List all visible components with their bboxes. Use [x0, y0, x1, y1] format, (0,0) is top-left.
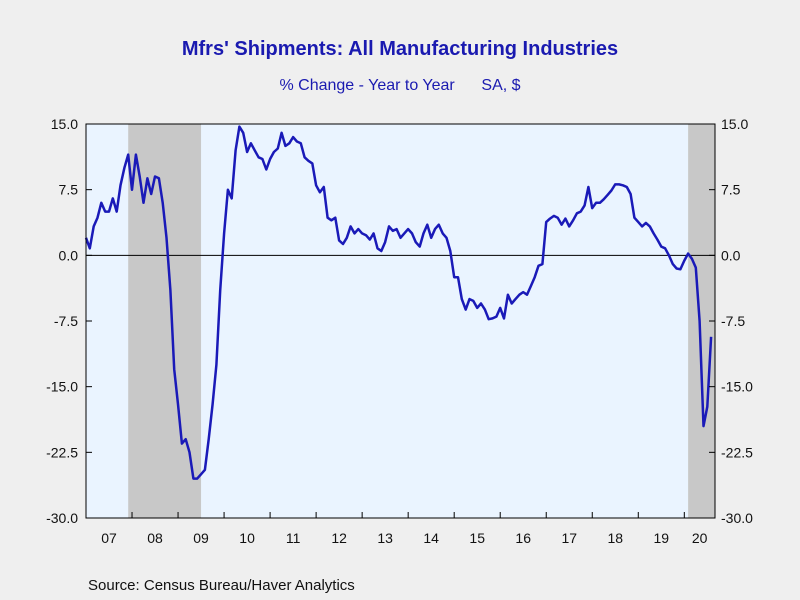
- y-right-tick-label: -15.0: [721, 379, 753, 395]
- y-axis-left: 15.0 7.5 0.0 -7.5 -15.0 -22.5 -30.0: [46, 116, 92, 526]
- subtitle-unit: SA, $: [481, 77, 521, 94]
- y-right-tick-label: 15.0: [721, 116, 748, 132]
- x-tick-label: 15: [469, 530, 485, 546]
- x-tick-label: 19: [654, 530, 670, 546]
- y-left-tick-label: 0.0: [59, 247, 79, 263]
- y-right-tick-label: -30.0: [721, 510, 753, 526]
- y-right-tick-label: -7.5: [721, 313, 745, 329]
- x-tick-label: 10: [239, 530, 255, 546]
- x-tick-label: 18: [607, 530, 623, 546]
- x-tick-label: 08: [147, 530, 163, 546]
- x-tick-label: 12: [331, 530, 347, 546]
- y-left-tick-label: -30.0: [46, 510, 78, 526]
- x-tick-label: 13: [377, 530, 393, 546]
- y-left-tick-label: 7.5: [59, 182, 79, 198]
- subtitle-measure: % Change - Year to Year: [279, 77, 455, 94]
- x-tick-label: 16: [515, 530, 531, 546]
- x-tick-label: 11: [286, 530, 301, 546]
- y-right-tick-label: 7.5: [721, 182, 741, 198]
- y-right-tick-label: -22.5: [721, 444, 753, 460]
- x-tick-label: 20: [692, 530, 708, 546]
- y-axis-right: 15.0 7.5 0.0 -7.5 -15.0 -22.5 -30.0: [709, 116, 753, 526]
- chart-title: Mfrs' Shipments: All Manufacturing Indus…: [181, 38, 619, 60]
- y-left-tick-label: 15.0: [51, 116, 78, 132]
- series-line-shipments: [84, 125, 713, 480]
- x-tick-label: 14: [423, 530, 439, 546]
- y-right-tick-label: 0.0: [721, 247, 741, 263]
- y-left-tick-label: -22.5: [46, 444, 78, 460]
- y-left-tick-label: -7.5: [54, 313, 78, 329]
- y-left-tick-label: -15.0: [46, 379, 78, 395]
- x-tick-label: 07: [101, 530, 117, 546]
- x-tick-label: 09: [193, 530, 209, 546]
- x-tick-label: 17: [561, 530, 577, 546]
- source-note: Source: Census Bureau/Haver Analytics: [88, 577, 355, 594]
- x-axis: 07 08 09 10 11 12 13 14 15 16 17 18 19 20: [101, 512, 708, 546]
- chart-subtitle: % Change - Year to Year SA, $: [0, 77, 800, 95]
